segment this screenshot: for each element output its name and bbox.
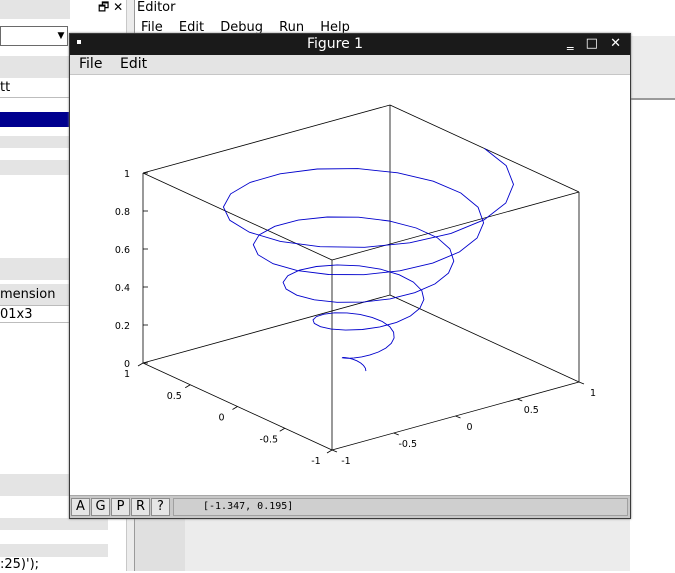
figure-menu-file[interactable]: File [79,56,103,72]
pan-button[interactable]: P [111,498,130,516]
z-tick-label: 0.2 [115,321,130,332]
history-row [0,544,108,557]
figure-menu-edit[interactable]: Edit [120,56,148,72]
dock-controls[interactable]: 🗗 ✕ [98,0,124,14]
dimension-column-header: mension [0,287,56,302]
y-tick [326,449,333,454]
column-header[interactable]: mension [0,284,70,306]
x-tick-label: -0.5 [398,439,417,450]
x-tick-label: 1 [590,388,596,399]
history-row [0,518,108,530]
x-tick [455,415,461,419]
selected-row[interactable] [0,112,70,127]
y-tick-label: -1 [311,456,320,467]
y-tick-label: 1 [124,369,130,380]
axis-box-edge [331,191,580,261]
editor-menu-run[interactable]: Run [279,20,305,35]
autoscale-button[interactable]: A [71,498,90,516]
axis-box-edge [142,104,391,174]
z-tick-label: 0.6 [115,245,130,256]
list-row [0,136,70,148]
editor-menu-help[interactable]: Help [320,20,350,35]
directory-combo[interactable] [0,26,68,46]
x-tick-label: 0.5 [524,405,539,416]
help-button[interactable]: ? [151,498,170,516]
figure-menubar: File Edit [70,55,630,75]
axis-box-edge [142,294,391,364]
editor-menu-file[interactable]: File [141,20,163,35]
editor-panel [135,510,185,571]
z-tick-label: 1 [124,169,130,180]
rotate-button[interactable]: R [131,498,150,516]
editor-title: Editor [137,0,176,15]
x-tick-label: 0 [466,422,472,433]
dimension-cell: 01x3 [0,307,33,322]
workspace-header [0,258,70,280]
x-tick [393,432,399,436]
z-tick-label: 0.8 [115,207,130,218]
panel-header [0,0,70,19]
grid-button[interactable]: G [91,498,110,516]
axis-box-edge [389,294,580,383]
z-tick-label: 0.4 [115,283,130,294]
y-tick [185,384,191,389]
y-tick [137,362,144,367]
window-controls[interactable]: ‗ □ ✕ [567,36,625,51]
figure-statusbar: A G P R ? [-1.347, 0.195] [70,495,630,518]
history-entry[interactable]: :25)'); [0,557,40,572]
list-row [0,160,70,175]
plot-canvas[interactable]: -1 -0.5 0 0.5 1 -1 -0.5 0 0.5 1 0 0.2 0.4 0.6 0.8 1 [70,75,630,495]
helix-curve [222,148,514,372]
chevron-down-icon[interactable]: ▼ [57,31,65,41]
y-tick [232,406,238,410]
x-tick [331,449,338,453]
axis-box-edge [142,172,333,261]
y-tick-label: 0.5 [167,391,182,402]
y-tick-label: 0 [218,413,224,424]
window-menu-icon[interactable] [77,40,81,44]
editor-menu-edit[interactable]: Edit [178,20,205,35]
editor-menubar: File Edit Debug Run Help [137,20,358,35]
panel-label: tt [0,80,11,95]
y-tick-label: -0.5 [259,434,278,445]
panel-tabs [0,56,70,78]
figure-window: Figure 1 ‗ □ ✕ File Edit -1 -0.5 0 0.5 1 -1 -0… [69,33,631,519]
editor-menu-debug[interactable]: Debug [220,20,263,35]
y-tick [279,427,285,432]
figure-title: Figure 1 [306,36,364,52]
x-tick [578,381,585,385]
coordinates-readout: [-1.347, 0.195] [173,498,628,516]
figure-titlebar[interactable]: Figure 1 ‗ □ ✕ [70,34,630,55]
editor-text-area[interactable] [630,98,675,573]
x-tick [517,398,523,402]
history-header [0,474,70,496]
x-tick-label: -1 [341,456,350,467]
z-tick-label: 0 [124,359,130,370]
